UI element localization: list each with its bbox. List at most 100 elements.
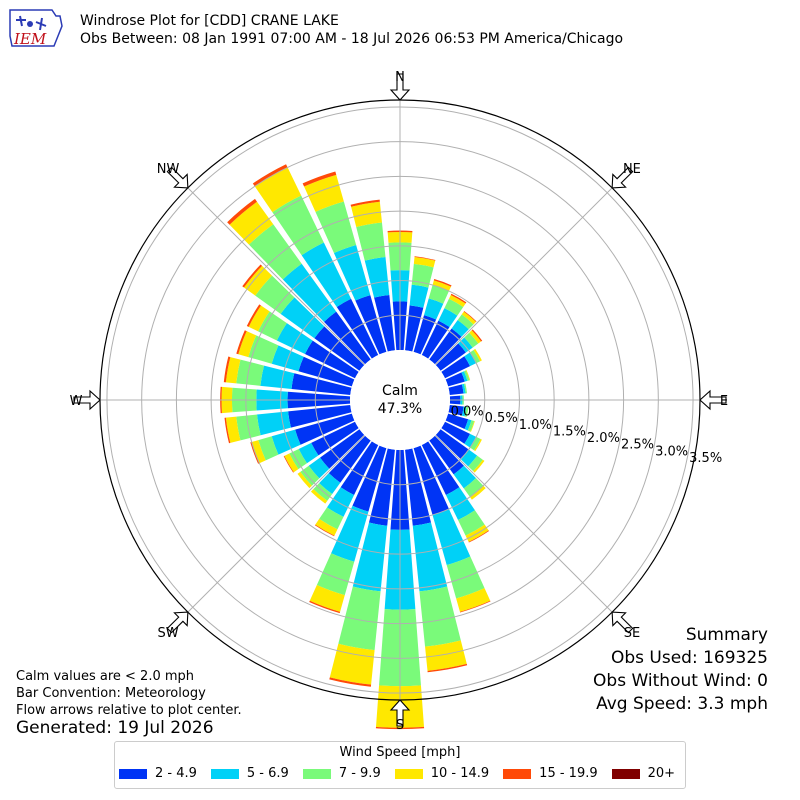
windrose-bar-segment xyxy=(280,297,325,339)
windrose-bar-segment xyxy=(336,298,379,359)
windrose-bar-segment xyxy=(314,524,335,537)
windrose-bar-segment xyxy=(319,473,341,495)
windrose-bar-segment xyxy=(254,167,302,213)
windrose-bar-segment xyxy=(227,198,258,225)
windrose-bar-segment xyxy=(311,421,359,456)
windrose-bar-segment xyxy=(469,485,486,500)
windrose-bar-segment xyxy=(316,553,355,596)
windrose-bar-segment xyxy=(327,487,355,517)
windrose-bar-segment xyxy=(464,419,472,431)
windrose-bar-segment xyxy=(308,457,330,479)
note-flow: Flow arrows relative to plot center. xyxy=(16,703,242,718)
windrose-bar-segment xyxy=(236,330,247,355)
windrose-bar-segment xyxy=(467,420,475,432)
windrose-bar-segment xyxy=(461,311,477,325)
windrose-bar-segment xyxy=(405,448,432,526)
windrose-bar-segment xyxy=(248,335,279,364)
radial-tick-label: 1.0% xyxy=(519,418,552,433)
windrose-bar-segment xyxy=(271,429,301,455)
spokes-layer xyxy=(100,100,700,700)
summary-obs-used: Obs Used: 169325 xyxy=(610,648,768,668)
windrose-bar-segment xyxy=(309,600,341,614)
windrose-bar-segment xyxy=(424,298,444,320)
legend-label: 2 - 4.9 xyxy=(155,766,197,781)
direction-label: SE xyxy=(624,626,640,641)
windrose-bar-segment xyxy=(314,326,365,371)
legend-item: 20+ xyxy=(611,766,676,781)
title-line-2: Obs Between: 08 Jan 1991 07:00 AM - 18 J… xyxy=(80,31,624,47)
radial-tick-label: 3.0% xyxy=(655,444,688,459)
title-line-1: Windrose Plot for [CDD] CRANE LAKE xyxy=(80,13,339,29)
flow-arrow-icon xyxy=(389,699,411,727)
windrose-bar-segment xyxy=(470,436,481,451)
windrose-bar-segment xyxy=(445,487,475,521)
windrose-bar-segment xyxy=(252,164,288,187)
windrose-bar-segment xyxy=(340,441,379,496)
windrose-bar-segment xyxy=(469,330,482,344)
windrose-bar-segment xyxy=(461,406,467,417)
legend-label: 20+ xyxy=(647,766,676,781)
flow-arrow-icon xyxy=(73,389,101,411)
legend-swatch xyxy=(503,768,532,779)
legend-item: 10 - 14.9 xyxy=(394,766,490,781)
windrose-bar-segment xyxy=(474,438,482,452)
windrose-bar-segment xyxy=(374,294,395,352)
windrose-bar-segment xyxy=(457,314,474,330)
windrose-bar-segment xyxy=(364,256,390,298)
flow-arrow-icon xyxy=(389,73,411,101)
flow-arrow-icon xyxy=(611,611,634,634)
windrose-bar-segment xyxy=(425,640,467,671)
legend-item: 15 - 19.9 xyxy=(503,766,598,781)
legend-label: 10 - 14.9 xyxy=(430,766,490,781)
windrose-bar-segment xyxy=(419,586,461,647)
iem-logo: IEM xyxy=(6,6,68,50)
windrose-bar-segment xyxy=(413,315,437,355)
note-calm: Calm values are < 2.0 mph xyxy=(16,669,195,684)
direction-label: SW xyxy=(158,626,179,641)
windrose-bar-segment xyxy=(464,332,479,348)
logo-text: IEM xyxy=(13,30,47,48)
windrose-bar-segment xyxy=(432,280,451,292)
direction-label: NW xyxy=(157,162,180,177)
summary-obs-without-wind: Obs Without Wind: 0 xyxy=(593,671,768,691)
windrose-bar-segment xyxy=(473,459,485,473)
iem-logo-graphic: IEM xyxy=(9,9,63,48)
windrose-bar-segment xyxy=(283,455,294,473)
calm-layer: Calm 47.3% xyxy=(350,350,450,450)
windrose-bar-segment xyxy=(282,263,337,322)
direction-label: NE xyxy=(623,162,641,177)
legend-label: 7 - 9.9 xyxy=(338,766,381,781)
windrose-bar-segment xyxy=(329,643,375,685)
windrose-bar-segment xyxy=(463,478,484,497)
windrose-bar-segment xyxy=(413,256,436,268)
windrose-bar-segment xyxy=(246,304,262,327)
windrose-bar-segment xyxy=(441,356,471,379)
generated-date: Generated: 19 Jul 2026 xyxy=(16,718,214,738)
windrose-bar-segment xyxy=(302,171,337,187)
windrose-bar-segment xyxy=(413,445,449,515)
windrose-bar-segment xyxy=(329,677,372,687)
windrose-bar-segment xyxy=(412,522,448,592)
windrose-bar-segment xyxy=(315,518,338,536)
summary-heading: Summary xyxy=(685,625,768,645)
legend-item: 7 - 9.9 xyxy=(302,766,381,781)
flow-arrow-icon xyxy=(699,389,727,411)
windrose-bar-segment xyxy=(448,294,466,307)
windrose-bar-segment xyxy=(301,242,352,307)
windrose-bar-segment xyxy=(473,348,482,362)
windrose-bar-segment xyxy=(248,224,302,280)
windrose-bar-segment xyxy=(323,311,371,365)
windrose-bar-segment xyxy=(463,311,477,322)
legend-items: 2 - 4.9 5 - 6.9 7 - 9.9 10 - 14.9 15 - 1… xyxy=(119,766,675,781)
flow-arrow-icon xyxy=(166,166,189,189)
windrose-bar-segment xyxy=(238,331,257,358)
windrose-bar-segment xyxy=(236,359,265,386)
calm-circle xyxy=(350,350,450,450)
windrose-bar-segment xyxy=(304,340,359,379)
windrose-bar-segment xyxy=(255,275,295,314)
windrose-bar-segment xyxy=(276,323,313,355)
windrose-bar-segment xyxy=(435,429,469,460)
arrows-layer xyxy=(73,73,727,727)
grid-spoke xyxy=(187,187,365,365)
